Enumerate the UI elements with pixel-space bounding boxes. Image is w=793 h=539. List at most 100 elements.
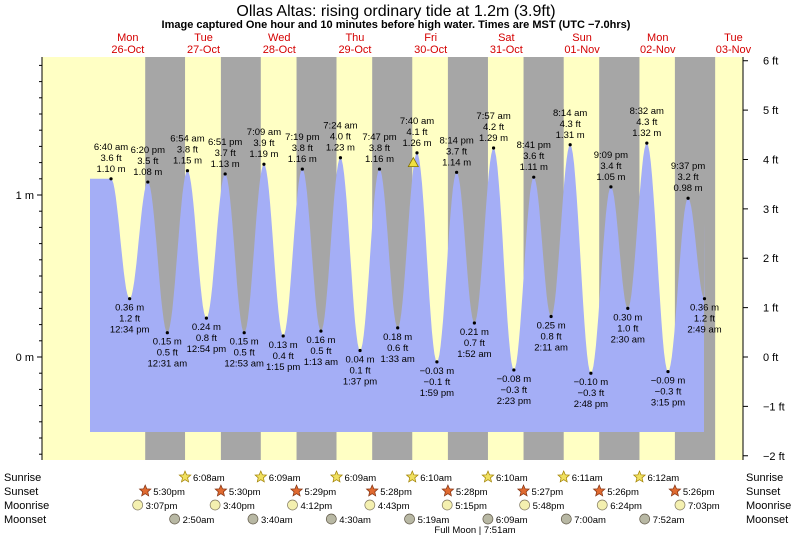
right-tick-label: 1 ft <box>763 303 778 315</box>
tide-height-ft: 0.8 ft <box>541 332 562 343</box>
tide-height-ft: 0.8 ft <box>196 333 217 344</box>
right-tick-label: −1 ft <box>763 401 785 413</box>
moonrise-icon <box>287 499 298 511</box>
moonset-time: 3:40am <box>261 515 293 526</box>
day-date: 03-Nov <box>716 44 752 56</box>
tide-time: 1:52 am <box>457 349 491 360</box>
moonrise-icon <box>596 499 608 511</box>
tide-point <box>377 167 382 171</box>
tide-time: 6:40 am <box>94 142 128 153</box>
sunrise-icon <box>254 470 268 483</box>
right-tick-label: 0 ft <box>763 352 778 364</box>
day-name: Thu <box>345 32 364 44</box>
tide-height-m: 1.10 m <box>97 164 126 175</box>
tide-height-ft: 3.2 ft <box>678 172 699 183</box>
tide-height-ft: −0.1 ft <box>424 377 451 388</box>
tide-time: 6:54 am <box>170 134 204 145</box>
tide-height-ft: 3.7 ft <box>215 148 236 159</box>
moonset-time: 4:30am <box>339 515 371 526</box>
sun-moon-rows: Sunrise Sunrise Sunset Sunset Moonrise Moonri… <box>4 470 791 536</box>
tide-time: 6:51 pm <box>208 137 242 148</box>
tide-point <box>666 369 670 374</box>
day-date: 01-Nov <box>564 44 600 56</box>
right-tick-label: 3 ft <box>763 204 778 216</box>
moonrise-row-label-left: Moonrise <box>4 500 49 512</box>
tide-height-ft: 0.6 ft <box>387 343 408 354</box>
day-date: 29-Oct <box>338 44 371 56</box>
sunrise-icon <box>632 470 647 483</box>
tide-height-m: 0.24 m <box>192 322 221 333</box>
sunset-time: 5:30pm <box>229 487 261 498</box>
tide-height-ft: 4.1 ft <box>406 127 427 138</box>
tide-time: 2:30 am <box>611 334 645 345</box>
tide-point <box>626 306 630 310</box>
tide-height-m: 0.36 m <box>690 303 719 314</box>
tide-height-ft: 3.5 ft <box>137 156 158 167</box>
moonset-icon <box>639 513 651 525</box>
sunset-time: 5:27pm <box>532 487 564 498</box>
tide-height-ft: 4.0 ft <box>330 132 351 143</box>
tide-height-m: 0.21 m <box>460 327 489 338</box>
sunset-icon <box>365 484 379 497</box>
axes: 1 m 0 m 6 ft 5 ft 4 ft 3 ft 2 ft 1 ft 0 ft −1 ft −… <box>16 56 785 463</box>
tide-time: 1:37 pm <box>343 377 377 388</box>
moonset-row-label-right: Moonset <box>746 514 788 526</box>
tide-height-m: 0.15 m <box>230 337 259 348</box>
tide-height-ft: 1.2 ft <box>119 314 140 325</box>
moonrise-row-label-right: Moonrise <box>746 500 791 512</box>
tide-water-area <box>90 143 705 432</box>
tide-point <box>223 172 227 176</box>
tide-time: 6:20 pm <box>131 145 165 156</box>
tide-point <box>338 156 343 160</box>
sunset-icon <box>289 484 304 497</box>
tide-height-m: 0.30 m <box>613 312 642 323</box>
tide-point <box>645 141 649 145</box>
moonrise-icon <box>132 499 144 511</box>
tide-point <box>435 360 439 364</box>
tide-time: 2:23 pm <box>497 396 531 407</box>
day-date: 27-Oct <box>187 44 220 56</box>
day-name: Mon <box>647 32 668 44</box>
tide-point <box>472 321 476 325</box>
tide-point <box>702 297 707 301</box>
moonrise-time: 4:43pm <box>378 501 410 512</box>
day-name: Tue <box>724 32 743 44</box>
tide-height-m: 0.13 m <box>269 340 298 351</box>
right-tick-label: 5 ft <box>763 105 778 117</box>
right-tick-label: 4 ft <box>763 154 778 166</box>
tide-time: 8:32 am <box>630 106 664 117</box>
tide-point <box>568 143 572 147</box>
sunrise-time: 6:10am <box>496 473 528 484</box>
tide-point <box>396 326 400 330</box>
sunrise-time: 6:10am <box>420 473 452 484</box>
tide-height-m: 0.16 m <box>306 335 335 346</box>
tide-time: 8:14 am <box>553 108 587 119</box>
day-name: Sun <box>572 32 592 44</box>
sunrise-row-label-right: Sunrise <box>746 472 783 484</box>
sunset-icon <box>441 484 455 497</box>
day-labels: Mon26-OctTue27-OctWed28-OctThu29-OctFri3… <box>111 32 751 56</box>
tide-height-m: 1.05 m <box>596 172 625 183</box>
moonrise-icon <box>674 499 686 511</box>
tide-time: 12:31 am <box>148 359 188 370</box>
moonset-icon <box>560 513 572 525</box>
tide-height-ft: 1.2 ft <box>694 314 715 325</box>
tide-time: 1:13 am <box>304 357 338 368</box>
tide-height-ft: 3.4 ft <box>600 161 621 172</box>
moonrise-time: 6:24pm <box>610 501 642 512</box>
day-date: 02-Nov <box>640 44 676 56</box>
tide-time: 3:15 pm <box>651 398 685 409</box>
tide-point <box>262 162 266 166</box>
tide-height-ft: 0.1 ft <box>349 366 370 377</box>
sunset-icon <box>592 484 606 497</box>
tide-height-ft: 3.6 ft <box>523 151 544 162</box>
tide-point <box>204 316 208 320</box>
tide-point <box>146 180 150 184</box>
moonset-icon <box>247 513 259 525</box>
day-name: Tue <box>194 32 213 44</box>
tide-height-m: 0.98 m <box>674 183 703 194</box>
sunset-time: 5:26pm <box>683 487 715 498</box>
tide-height-m: 0.04 m <box>346 355 375 366</box>
tide-height-m: 1.13 m <box>211 159 240 170</box>
tide-height-m: 0.15 m <box>153 337 182 348</box>
